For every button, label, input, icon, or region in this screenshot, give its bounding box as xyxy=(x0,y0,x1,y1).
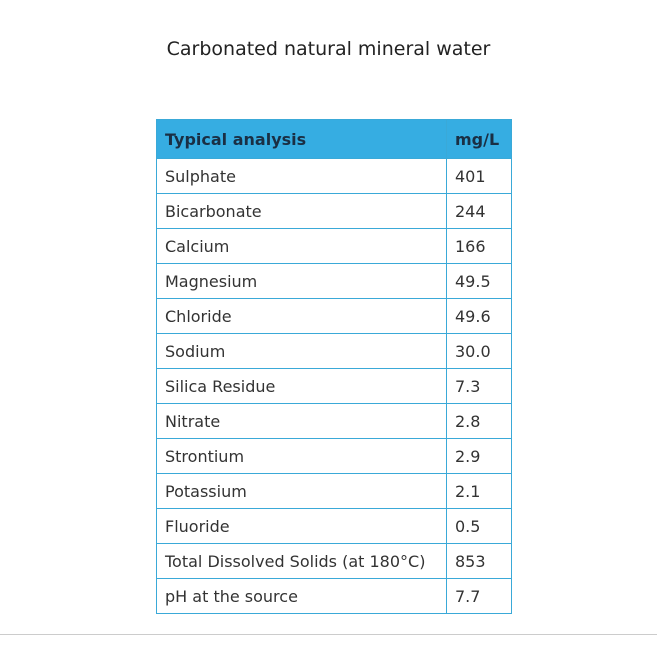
value-cell: 49.6 xyxy=(446,298,512,334)
component-cell: Strontium xyxy=(156,438,447,474)
value-cell: 0.5 xyxy=(446,508,512,544)
component-cell: Fluoride xyxy=(156,508,447,544)
header-row: Typical analysis mg/L xyxy=(156,119,512,159)
table-head: Typical analysis mg/L xyxy=(156,119,512,159)
value-cell: 401 xyxy=(446,158,512,194)
component-cell: Nitrate xyxy=(156,403,447,439)
value-cell: 7.7 xyxy=(446,578,512,614)
component-cell: Calcium xyxy=(156,228,447,264)
value-cell: 7.3 xyxy=(446,368,512,404)
value-cell: 2.9 xyxy=(446,438,512,474)
table-body: Sulphate 401 Bicarbonate 244 Calcium 166 Magne… xyxy=(156,158,512,614)
table-row: Chloride 49.6 xyxy=(156,298,512,334)
table-row: Magnesium 49.5 xyxy=(156,263,512,299)
table-row: Nitrate 2.8 xyxy=(156,403,512,439)
component-cell: Total Dissolved Solids (at 180°C) xyxy=(156,543,447,579)
component-cell: Silica Residue xyxy=(156,368,447,404)
header-cell: Typical analysis xyxy=(156,119,447,159)
value-cell: 166 xyxy=(446,228,512,264)
component-cell: Sodium xyxy=(156,333,447,369)
value-cell: 30.0 xyxy=(446,333,512,369)
analysis-table: Typical analysis mg/L Sulphate 401 Bicarbon… xyxy=(156,119,512,614)
component-cell: Potassium xyxy=(156,473,447,509)
value-cell: 244 xyxy=(446,193,512,229)
table-row: pH at the source 7.7 xyxy=(156,578,512,614)
table-row: Total Dissolved Solids (at 180°C) 853 xyxy=(156,543,512,579)
page-title: Carbonated natural mineral water xyxy=(166,38,491,60)
table-row: Bicarbonate 244 xyxy=(156,193,512,229)
value-cell: 49.5 xyxy=(446,263,512,299)
table-row: Strontium 2.9 xyxy=(156,438,512,474)
divider xyxy=(0,634,657,635)
component-cell: Chloride xyxy=(156,298,447,334)
value-cell: 853 xyxy=(446,543,512,579)
table-row: Fluoride 0.5 xyxy=(156,508,512,544)
table-row: Sodium 30.0 xyxy=(156,333,512,369)
value-cell: 2.8 xyxy=(446,403,512,439)
component-cell: Magnesium xyxy=(156,263,447,299)
component-cell: Bicarbonate xyxy=(156,193,447,229)
component-cell: pH at the source xyxy=(156,578,447,614)
value-cell: 2.1 xyxy=(446,473,512,509)
table-row: Silica Residue 7.3 xyxy=(156,368,512,404)
table-row: Sulphate 401 xyxy=(156,158,512,194)
table-row: Calcium 166 xyxy=(156,228,512,264)
table-row: Potassium 2.1 xyxy=(156,473,512,509)
component-cell: Sulphate xyxy=(156,158,447,194)
header-cell: mg/L xyxy=(446,119,512,159)
